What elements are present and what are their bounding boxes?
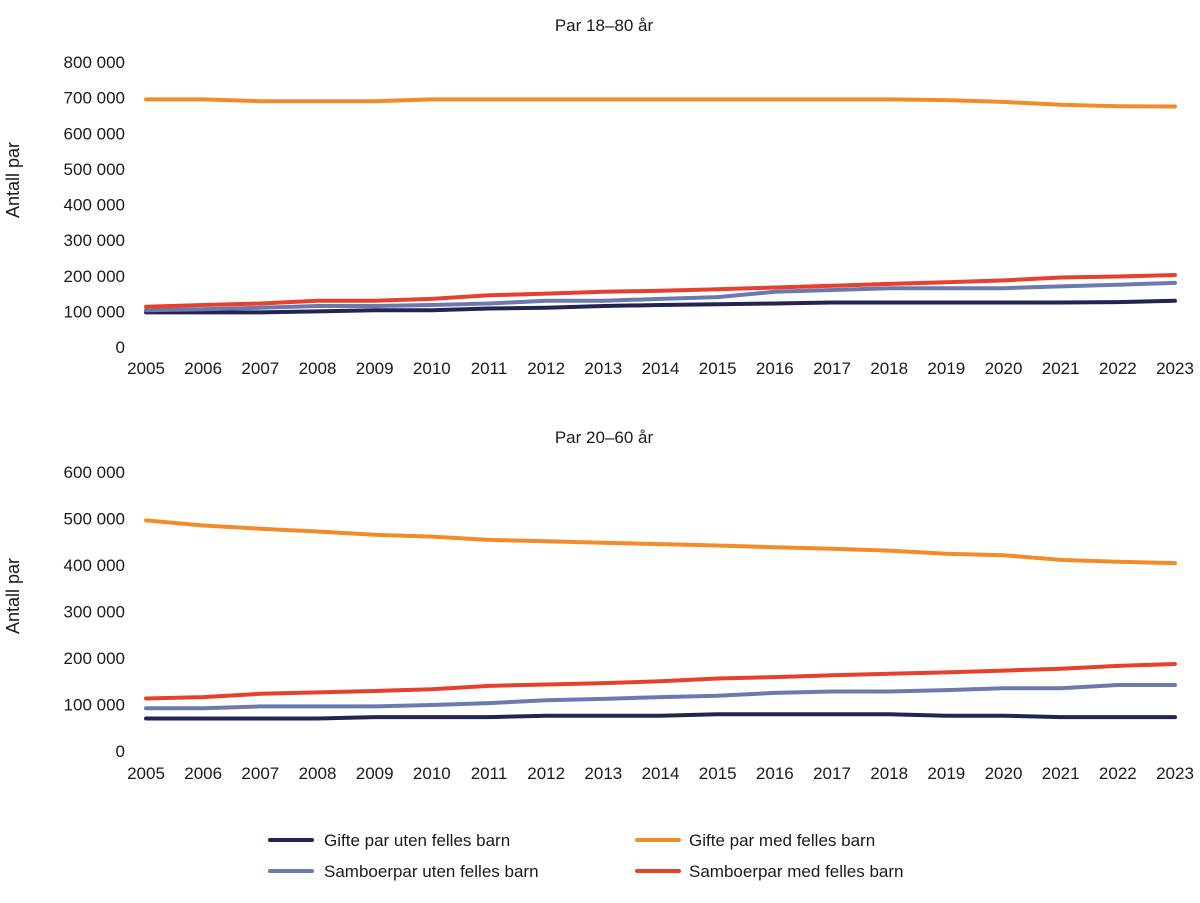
x-tick-label: 2008: [299, 764, 337, 783]
x-tick-label: 2013: [584, 764, 622, 783]
y-tick-label: 800 000: [64, 53, 125, 72]
x-tick-label: 2015: [699, 764, 737, 783]
legend-label: Samboerpar med felles barn: [689, 862, 904, 881]
x-tick-label: 2015: [699, 359, 737, 378]
x-tick-label: 2022: [1099, 359, 1137, 378]
series-line-gifte-par-med-felles-barn: [144, 97, 1177, 109]
x-tick-label: 2023: [1156, 359, 1194, 378]
x-tick-label: 2007: [241, 764, 279, 783]
y-tick-labels: 0 100 000 200 000 300 000 400 000 500 000 600 …: [64, 53, 125, 357]
series-line-gifte-par-uten-felles-barn: [144, 712, 1177, 721]
x-tick-label: 2009: [356, 359, 394, 378]
y-tick-label: 400 000: [64, 556, 125, 575]
chart-panel-20-60: Par 20–60 år Antall par 0 100 000 200 000 3…: [3, 428, 1194, 783]
x-tick-labels: 2005 2006 2007 2008 2009 2010 2011 2012 2013 2014…: [127, 359, 1194, 378]
legend-item: Gifte par med felles barn: [635, 831, 875, 850]
series-line-gifte-par-med-felles-barn: [144, 518, 1177, 566]
x-tick-label: 2014: [642, 764, 680, 783]
series-line-samboerpar-uten-felles-barn: [144, 280, 1177, 313]
y-tick-label: 100 000: [64, 302, 125, 321]
y-tick-label: 500 000: [64, 510, 125, 529]
x-tick-label: 2011: [471, 764, 508, 783]
x-tick-label: 2005: [127, 359, 165, 378]
x-tick-label: 2016: [756, 359, 794, 378]
series-line-samboerpar-med-felles-barn: [144, 273, 1177, 309]
x-tick-label: 2013: [584, 359, 622, 378]
x-tick-label: 2012: [527, 359, 565, 378]
x-tick-label: 2018: [870, 359, 908, 378]
x-tick-label: 2018: [870, 764, 908, 783]
y-tick-label: 700 000: [64, 89, 125, 108]
y-axis-label: Antall par: [3, 558, 23, 634]
y-tick-label: 100 000: [64, 696, 125, 715]
y-tick-label: 600 000: [64, 463, 125, 482]
y-tick-label: 200 000: [64, 267, 125, 286]
x-tick-label: 2017: [813, 764, 851, 783]
series-line-samboerpar-uten-felles-barn: [144, 683, 1177, 711]
x-tick-label: 2019: [927, 359, 965, 378]
series-line-gifte-par-uten-felles-barn: [144, 298, 1177, 315]
y-tick-label: 300 000: [64, 603, 125, 622]
legend-label: Gifte par med felles barn: [689, 831, 875, 850]
x-tick-label: 2016: [756, 764, 794, 783]
x-tick-label: 2017: [813, 359, 851, 378]
y-tick-label: 0: [116, 338, 125, 357]
x-tick-label: 2020: [985, 359, 1023, 378]
y-tick-label: 400 000: [64, 196, 125, 215]
legend-item: Samboerpar med felles barn: [635, 862, 904, 881]
legend-item: Samboerpar uten felles barn: [268, 862, 539, 881]
series-lines: [144, 518, 1177, 721]
x-tick-label: 2022: [1099, 764, 1137, 783]
y-tick-label: 200 000: [64, 649, 125, 668]
chart-title: Par 20–60 år: [555, 428, 654, 447]
x-tick-label: 2008: [299, 359, 337, 378]
x-tick-label: 2023: [1156, 764, 1194, 783]
y-tick-label: 0: [116, 742, 125, 761]
x-tick-label: 2021: [1042, 359, 1080, 378]
x-tick-label: 2010: [413, 359, 451, 378]
legend-item: Gifte par uten felles barn: [268, 831, 510, 850]
x-tick-label: 2011: [471, 359, 508, 378]
y-tick-label: 500 000: [64, 160, 125, 179]
x-tick-label: 2014: [642, 359, 680, 378]
chart-panel-18-80: Par 18–80 år Antall par 0 100 000 200 000 3…: [3, 16, 1194, 378]
y-tick-labels: 0 100 000 200 000 300 000 400 000 500 000 600 …: [64, 463, 125, 761]
x-tick-label: 2009: [356, 764, 394, 783]
x-tick-label: 2006: [184, 359, 222, 378]
x-tick-label: 2020: [985, 764, 1023, 783]
legend: Gifte par uten felles barn Gifte par med…: [268, 831, 904, 881]
x-tick-label: 2021: [1042, 764, 1080, 783]
series-lines: [144, 97, 1177, 315]
series-line-samboerpar-med-felles-barn: [144, 662, 1177, 701]
legend-label: Samboerpar uten felles barn: [324, 862, 539, 881]
legend-label: Gifte par uten felles barn: [324, 831, 510, 850]
x-tick-label: 2012: [527, 764, 565, 783]
x-tick-label: 2007: [241, 359, 279, 378]
x-tick-label: 2006: [184, 764, 222, 783]
x-tick-label: 2019: [927, 764, 965, 783]
x-tick-labels: 2005 2006 2007 2008 2009 2010 2011 2012 2013 2014…: [127, 764, 1194, 783]
chart-title: Par 18–80 år: [555, 16, 654, 35]
y-tick-label: 600 000: [64, 124, 125, 143]
y-axis-label: Antall par: [3, 142, 23, 218]
x-tick-label: 2010: [413, 764, 451, 783]
y-tick-label: 300 000: [64, 231, 125, 250]
x-tick-label: 2005: [127, 764, 165, 783]
